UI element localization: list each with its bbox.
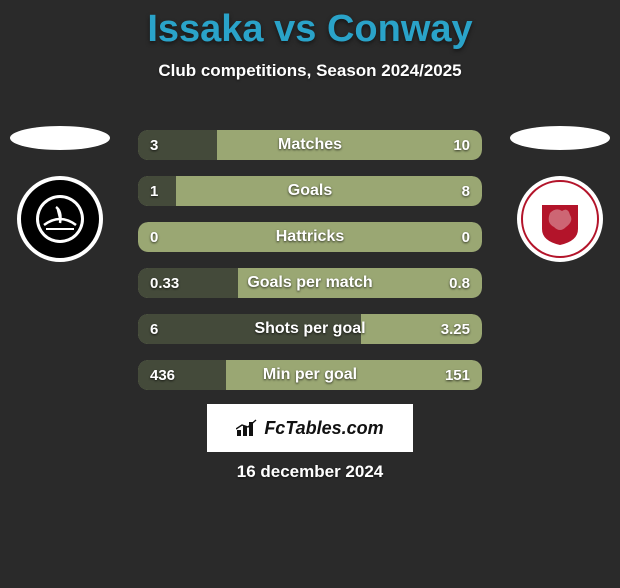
- stat-row: 0Hattricks0: [138, 222, 482, 252]
- stat-right-value: 10: [453, 130, 470, 160]
- watermark-text: FcTables.com: [264, 418, 383, 439]
- date-label: 16 december 2024: [237, 462, 384, 482]
- left-club-badge-icon: [17, 176, 103, 262]
- stat-row: 3Matches10: [138, 130, 482, 160]
- stat-label: Shots per goal: [138, 314, 482, 344]
- stat-label: Min per goal: [138, 360, 482, 390]
- stat-right-value: 0: [462, 222, 470, 252]
- stat-label: Hattricks: [138, 222, 482, 252]
- right-club-badge-icon: [517, 176, 603, 262]
- chart-icon: [236, 419, 258, 437]
- stat-label: Goals: [138, 176, 482, 206]
- page-title: Issaka vs Conway: [0, 8, 620, 51]
- left-team-column: [0, 126, 120, 262]
- left-flag-icon: [10, 126, 110, 150]
- stat-label: Goals per match: [138, 268, 482, 298]
- right-flag-icon: [510, 126, 610, 150]
- stat-row: 1Goals8: [138, 176, 482, 206]
- stat-right-value: 8: [462, 176, 470, 206]
- stat-right-value: 0.8: [449, 268, 470, 298]
- stat-right-value: 151: [445, 360, 470, 390]
- stat-row: 436Min per goal151: [138, 360, 482, 390]
- stats-comparison-chart: 3Matches10 1Goals8 0Hattricks0 0.33Goals pe…: [138, 130, 482, 406]
- right-team-column: [500, 126, 620, 262]
- stat-row: 0.33Goals per match0.8: [138, 268, 482, 298]
- subtitle: Club competitions, Season 2024/2025: [0, 61, 620, 81]
- stat-right-value: 3.25: [441, 314, 470, 344]
- stat-row: 6Shots per goal3.25: [138, 314, 482, 344]
- stat-label: Matches: [138, 130, 482, 160]
- watermark-badge: FcTables.com: [207, 404, 413, 452]
